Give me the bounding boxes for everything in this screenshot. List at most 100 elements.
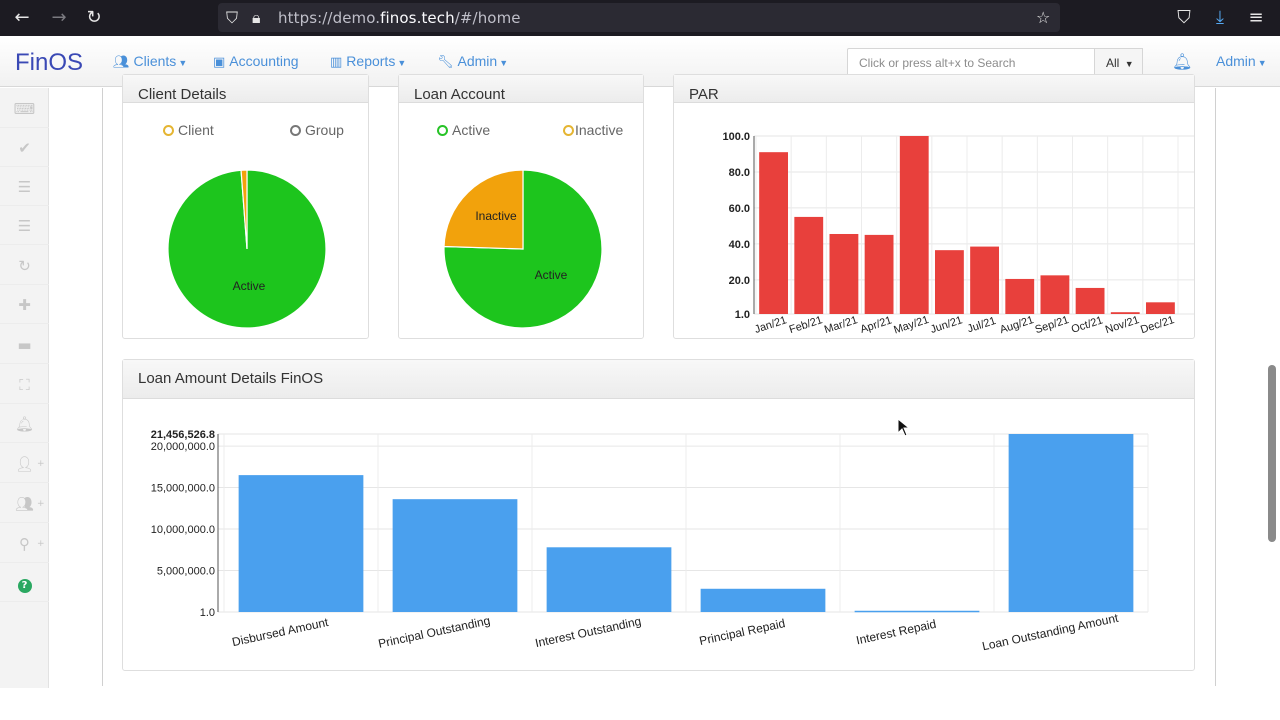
caret-down-icon: ▼ (499, 58, 509, 68)
loan-pie-chart: Inactive Active (443, 169, 603, 329)
bar-principal-repaid[interactable] (700, 588, 826, 612)
download-icon[interactable]: ⤓ (1216, 7, 1224, 28)
bar-jul-21[interactable] (970, 246, 1000, 314)
mouse-cursor-icon (897, 418, 911, 437)
bar-sep-21[interactable] (1040, 275, 1070, 314)
y-tick-label: 20.0 (729, 275, 750, 287)
bar-jun-21[interactable] (934, 250, 964, 314)
y-tick-label: 100.0 (722, 131, 750, 143)
bar-jan-21[interactable] (759, 152, 789, 314)
page-scrollbar[interactable] (1268, 365, 1276, 542)
check-icon[interactable]: ✔ (0, 129, 49, 167)
keyboard-icon[interactable]: ⌨ (0, 90, 49, 128)
panel-title: PAR (689, 86, 719, 103)
sitemap-icon[interactable]: ⛶ (0, 366, 49, 404)
refresh-icon[interactable]: ↻ (0, 247, 49, 285)
panel-header: Loan Amount Details FinOS (123, 360, 1194, 399)
legend-marker-icon (290, 125, 301, 136)
x-tick-label: Mar/21 (823, 314, 859, 336)
y-tick-label: 20,000,000.0 (151, 441, 215, 453)
add-group-icon[interactable]: 👥︎ + (0, 485, 49, 523)
x-tick-label: Jun/21 (929, 314, 964, 336)
panel-title: Loan Amount Details FinOS (138, 370, 324, 387)
y-tick-label: 80.0 (729, 167, 750, 179)
add-location-icon[interactable]: ⚲ + (0, 525, 49, 563)
bar-may-21[interactable] (899, 136, 929, 314)
bar-disbursed-amount[interactable] (238, 475, 364, 612)
x-tick-label: Interest Outstanding (534, 614, 643, 650)
bar-nov-21[interactable] (1110, 312, 1140, 314)
money-icon: ▣ (213, 55, 226, 70)
legend-inactive[interactable]: Inactive (563, 122, 623, 138)
search-scope-select[interactable]: All ▼ (1094, 48, 1143, 78)
par-bar-chart: 1.0 20.0 40.0 60.0 80.0 100.0 Jan/21 Feb/21Mar/… (722, 131, 1194, 337)
y-tick-label: 5,000,000.0 (157, 566, 215, 578)
add-user-icon[interactable]: 👤︎ + (0, 445, 49, 483)
pie-slice-inactive[interactable] (443, 169, 524, 250)
legend-active[interactable]: Active (437, 122, 490, 138)
pocket-icon[interactable]: ⛉ (1177, 7, 1191, 28)
bar-loan-outstanding-amount[interactable] (1008, 434, 1134, 612)
bookmark-star-icon[interactable]: ☆ (1036, 8, 1051, 27)
wrench-icon: 🔧︎ (437, 55, 454, 70)
help-icon[interactable]: ? (0, 564, 49, 602)
bar-dec-21[interactable] (1145, 302, 1175, 314)
address-bar[interactable]: ⛉ 🔒︎ https://demo.finos.tech/#/home ☆ (218, 3, 1060, 32)
bar-interest-outstanding[interactable] (546, 547, 672, 612)
bar-interest-repaid[interactable] (854, 610, 980, 613)
nav-accounting[interactable]: ▣ Accounting (213, 53, 299, 70)
folder-icon[interactable]: ▬ (0, 326, 49, 364)
plus-icon[interactable]: ✚ (0, 286, 49, 324)
nav-clients[interactable]: 👥︎ Clients ▼ (113, 53, 188, 70)
lock-icon[interactable]: 🔒︎ (252, 8, 261, 27)
legend-marker-icon (563, 125, 574, 136)
nav-reports[interactable]: ▥ Reports ▼ (330, 53, 407, 70)
par-panel: PAR 1.0 20.0 40.0 60.0 80.0 100.0 Jan/21 Feb/21… (673, 74, 1195, 339)
caret-down-icon: ▼ (1257, 58, 1267, 68)
list-icon[interactable]: ☰ (0, 168, 49, 206)
x-tick-label: Principal Outstanding (377, 613, 491, 650)
table-icon[interactable]: ☰ (0, 207, 49, 245)
x-tick-label: Aug/21 (998, 314, 1035, 336)
legend-group[interactable]: Group (290, 122, 344, 138)
bar-apr-21[interactable] (864, 234, 894, 314)
forward-arrow-icon[interactable]: → (51, 7, 67, 28)
y-tick-label: 60.0 (729, 203, 750, 215)
bar-oct-21[interactable] (1075, 287, 1105, 314)
legend-marker-icon (163, 125, 174, 136)
url-text[interactable]: https://demo.finos.tech/#/home (278, 9, 521, 27)
nav-admin[interactable]: 🔧︎ Admin ▼ (437, 53, 509, 70)
search-input[interactable] (848, 49, 1094, 77)
client-pie-chart: Active (167, 169, 327, 329)
y-tick-label: 15,000,000.0 (151, 483, 215, 495)
x-tick-label: Jul/21 (966, 315, 998, 335)
y-tick-label: 21,456,526.8 (151, 429, 215, 441)
x-tick-label: Nov/21 (1104, 314, 1141, 336)
x-tick-label: Jan/21 (753, 314, 788, 336)
panel-title: Client Details (138, 86, 227, 103)
x-tick-label: Apr/21 (859, 314, 894, 335)
sidebar: ⌨ ✔ ☰ ☰ ↻ ✚ ▬ ⛶ 🔔︎ 👤︎ + 👥︎ + ⚲ + ? (0, 88, 49, 688)
x-tick-label: Oct/21 (1070, 314, 1105, 335)
x-tick-label: Principal Repaid (698, 616, 786, 648)
legend-client[interactable]: Client (163, 122, 214, 138)
x-tick-label: Loan Outstanding Amount (981, 611, 1120, 654)
panel-header: PAR (674, 75, 1194, 103)
menu-icon[interactable]: ≡ (1248, 7, 1264, 28)
x-tick-label: Interest Repaid (855, 617, 938, 648)
x-tick-label: May/21 (892, 314, 930, 337)
pie-slice-group[interactable] (240, 169, 248, 250)
user-menu[interactable]: Admin ▼ (1216, 53, 1267, 69)
bar-principal-outstanding[interactable] (392, 499, 518, 612)
brand-logo[interactable]: FinOS (15, 49, 84, 76)
browser-toolbar: ← → ↻ ⛉ 🔒︎ https://demo.finos.tech/#/hom… (0, 0, 1280, 36)
bar-aug-21[interactable] (1005, 278, 1035, 314)
y-tick-label: 1.0 (200, 607, 215, 619)
bar-feb-21[interactable] (794, 216, 824, 314)
shield-icon[interactable]: ⛉ (226, 8, 239, 27)
reload-icon[interactable]: ↻ (86, 7, 102, 28)
back-arrow-icon[interactable]: ← (14, 7, 30, 28)
notification-bell-icon[interactable]: 🔔︎ (1172, 52, 1193, 71)
bell-icon[interactable]: 🔔︎ (0, 405, 49, 443)
bar-mar-21[interactable] (829, 233, 859, 314)
